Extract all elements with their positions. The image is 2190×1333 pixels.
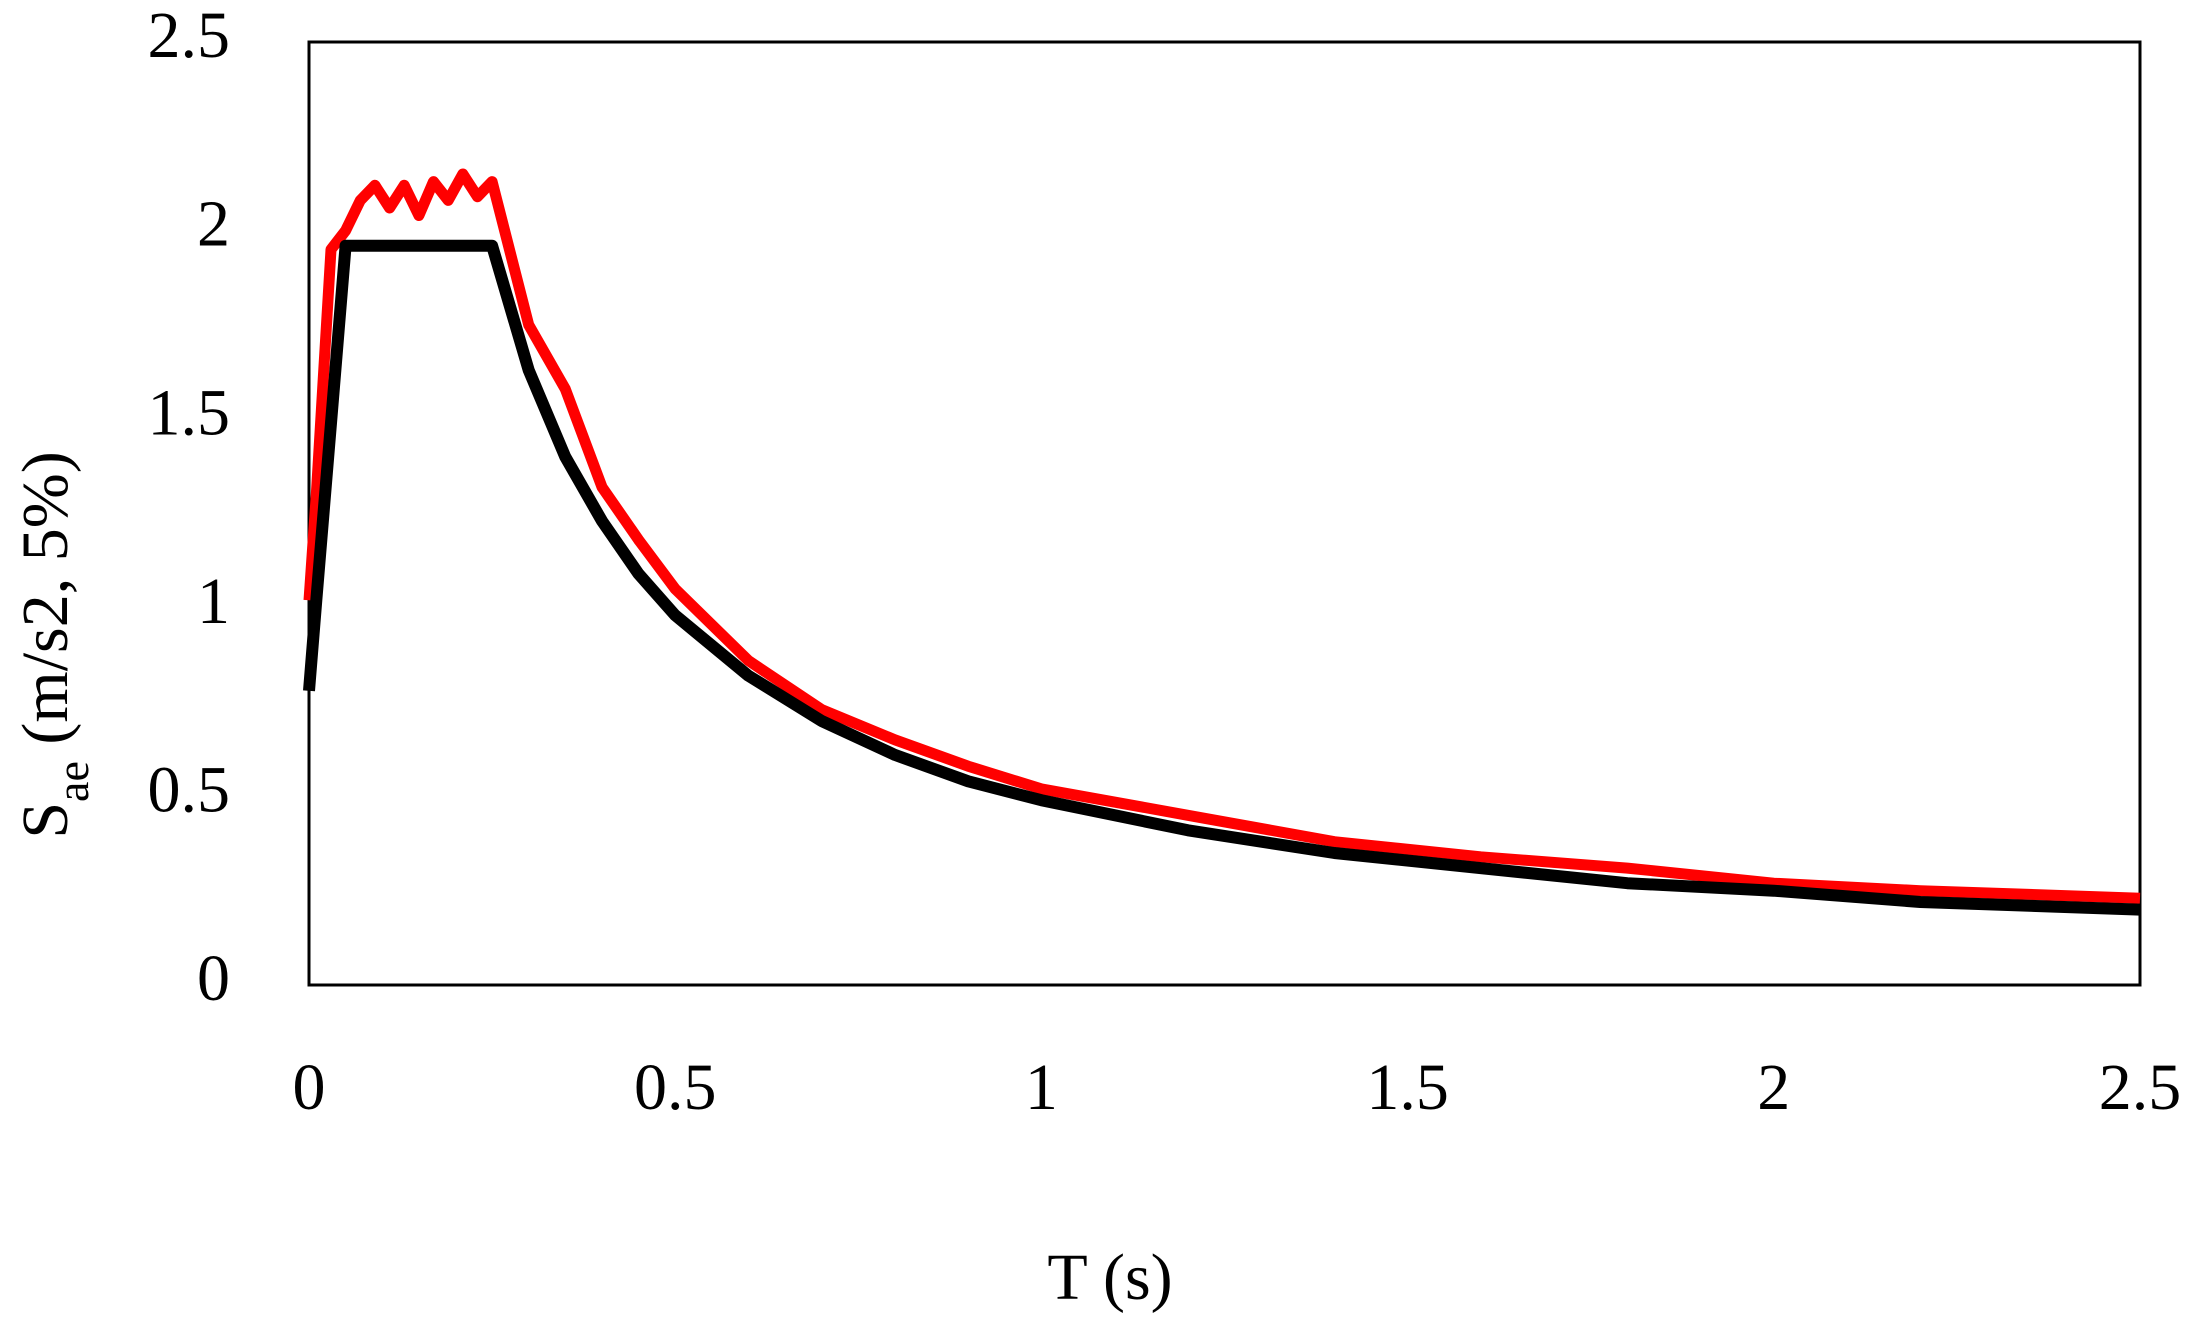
y-axis-label-rest: (m/s2, 5%) <box>9 451 82 761</box>
y-axis-label-symbol: S <box>9 802 82 839</box>
y-tick-label: 0 <box>197 942 230 1015</box>
x-tick-label: 0.5 <box>634 1051 717 1124</box>
series-line <box>303 168 2141 904</box>
x-tick-label: 1.5 <box>1366 1051 1449 1124</box>
x-axis-label: T (s) <box>1047 1241 1172 1314</box>
y-tick-label: 0.5 <box>148 754 231 827</box>
x-tick-label: 2.5 <box>2099 1051 2182 1124</box>
x-tick-label: 2 <box>1757 1051 1790 1124</box>
y-axis-label: Sae (m/s2, 5%) <box>9 451 98 838</box>
x-tick-label: 1 <box>1025 1051 1058 1124</box>
y-tick-label: 2.5 <box>148 0 231 72</box>
y-tick-label: 2 <box>197 188 230 261</box>
x-tick-label: 0 <box>293 1051 326 1124</box>
y-tick-label: 1 <box>197 565 230 638</box>
y-axis-label-subscript: ae <box>47 761 98 802</box>
y-tick-label: 1.5 <box>148 376 231 449</box>
plot-frame <box>307 40 2142 987</box>
series-line <box>303 239 2141 916</box>
